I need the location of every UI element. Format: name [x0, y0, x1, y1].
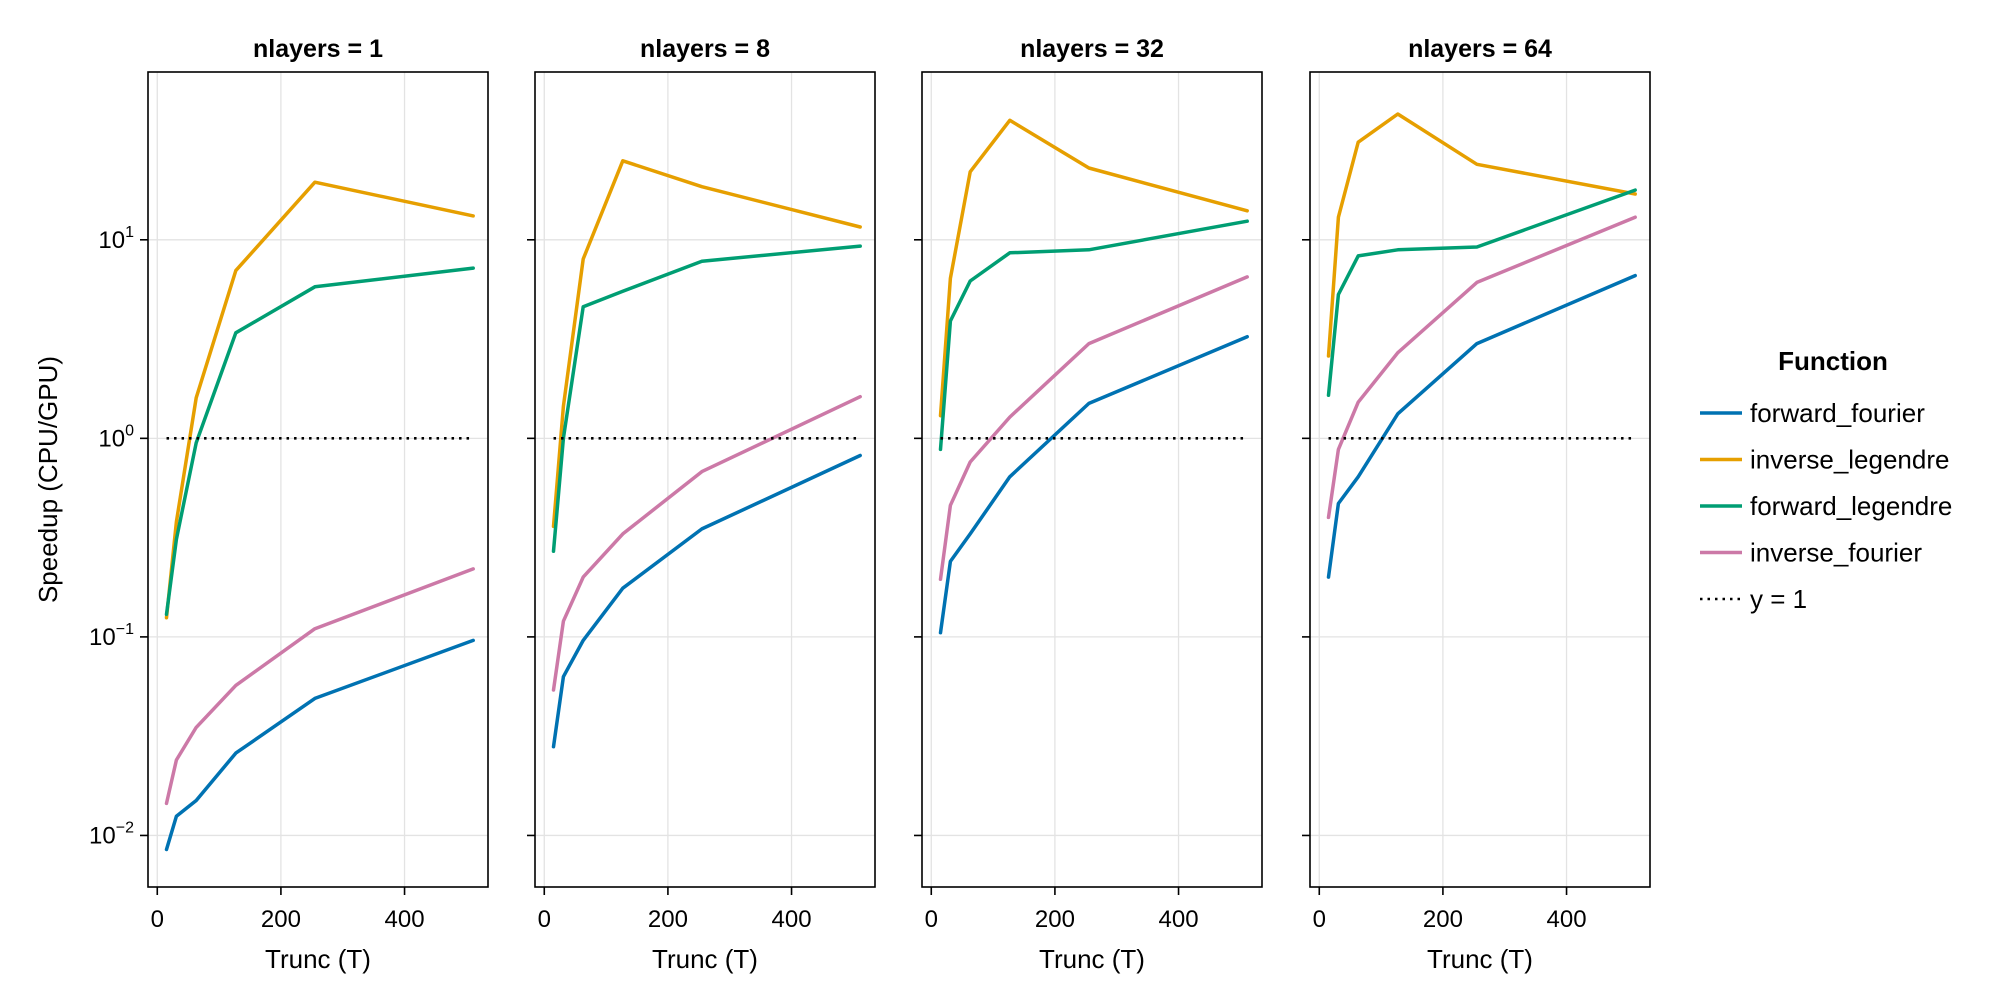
series-line-forward-legendre — [1326, 188, 1637, 397]
y-axis-title-group: Speedup (CPU/GPU) — [33, 356, 63, 603]
y-axis-title: Speedup (CPU/GPU) — [33, 356, 63, 603]
y-tick-label: 101 — [98, 224, 134, 254]
series-line-inverse-fourier — [938, 275, 1249, 582]
series-line-inverse-legendre — [551, 159, 862, 529]
legend-label: forward_legendre — [1750, 491, 1952, 521]
panel-nlayers-32: nlayers = 32 0 200 400 Trunc (T) — [914, 35, 1263, 974]
x-tick-label: 0 — [538, 906, 551, 933]
x-axis-title: Trunc (T) — [652, 944, 758, 974]
x-tick-label: 200 — [648, 906, 688, 933]
series-line-forward-fourier — [1326, 273, 1637, 579]
legend-label: inverse_legendre — [1750, 445, 1949, 475]
panel-title: nlayers = 8 — [640, 35, 770, 63]
x-tick-label: 0 — [1313, 906, 1326, 933]
series-line-forward-fourier — [551, 453, 862, 749]
legend-entry-inverse-fourier: inverse_fourier — [1700, 538, 1922, 568]
series-line-inverse-fourier — [1326, 215, 1637, 520]
panel-nlayers-64: nlayers = 64 0 200 400 Trunc (T) — [1302, 35, 1651, 974]
x-tick-label: 400 — [1159, 906, 1199, 933]
x-axis-title: Trunc (T) — [1427, 944, 1533, 974]
legend-title: Function — [1778, 346, 1888, 376]
series-line-forward-fourier — [938, 334, 1249, 635]
legend-label: y = 1 — [1750, 584, 1807, 614]
legend-entry-forward-legendre: forward_legendre — [1700, 491, 1952, 521]
x-axis-title: Trunc (T) — [265, 944, 371, 974]
legend-label: inverse_fourier — [1750, 538, 1922, 568]
x-tick-label: 200 — [261, 906, 301, 933]
panel-frame — [1309, 71, 1651, 888]
series-line-inverse-legendre — [938, 118, 1249, 418]
y-tick-label: 10−2 — [89, 819, 134, 849]
x-tick-label: 400 — [772, 906, 812, 933]
x-tick-label: 200 — [1423, 906, 1463, 933]
series-line-forward-legendre — [551, 244, 862, 553]
series-line-inverse-legendre — [1326, 112, 1637, 358]
legend: Function forward_fourier inverse_legendref… — [1700, 346, 1952, 614]
x-tick-label: 400 — [385, 906, 425, 933]
series-line-forward-fourier — [164, 638, 475, 852]
series-line-inverse-fourier — [164, 567, 475, 806]
x-tick-label: 400 — [1547, 906, 1587, 933]
legend-label: forward_fourier — [1750, 398, 1925, 428]
x-axis-title: Trunc (T) — [1039, 944, 1145, 974]
series-line-forward-legendre — [938, 219, 1249, 452]
series-line-forward-legendre — [164, 266, 475, 617]
panel-title: nlayers = 32 — [1020, 35, 1164, 63]
panel-frame — [147, 71, 489, 888]
panel-nlayers-8: nlayers = 8 0 200 400 Trunc (T) — [527, 35, 876, 974]
legend-entry-inverse-legendre: inverse_legendre — [1700, 445, 1949, 475]
x-tick-label: 200 — [1035, 906, 1075, 933]
x-tick-label: 0 — [151, 906, 164, 933]
y-tick-label: 10−1 — [89, 621, 134, 651]
y-tick-label: 100 — [98, 422, 134, 452]
panel-frame — [534, 71, 876, 888]
legend-entry-y-1: y = 1 — [1700, 584, 1807, 614]
series-line-inverse-legendre — [164, 180, 475, 620]
series-line-inverse-fourier — [551, 394, 862, 692]
x-tick-label: 0 — [925, 906, 938, 933]
legend-entry-forward-fourier: forward_fourier — [1700, 398, 1925, 428]
panel-title: nlayers = 64 — [1408, 35, 1552, 63]
chart-panels: nlayers = 1 0 200 400 Trunc (T) 10−2 10−1 100 10… — [89, 35, 1651, 974]
panel-nlayers-1: nlayers = 1 0 200 400 Trunc (T) 10−2 10−1 100 10… — [89, 35, 489, 974]
panel-title: nlayers = 1 — [253, 35, 383, 63]
panel-frame — [921, 71, 1263, 888]
